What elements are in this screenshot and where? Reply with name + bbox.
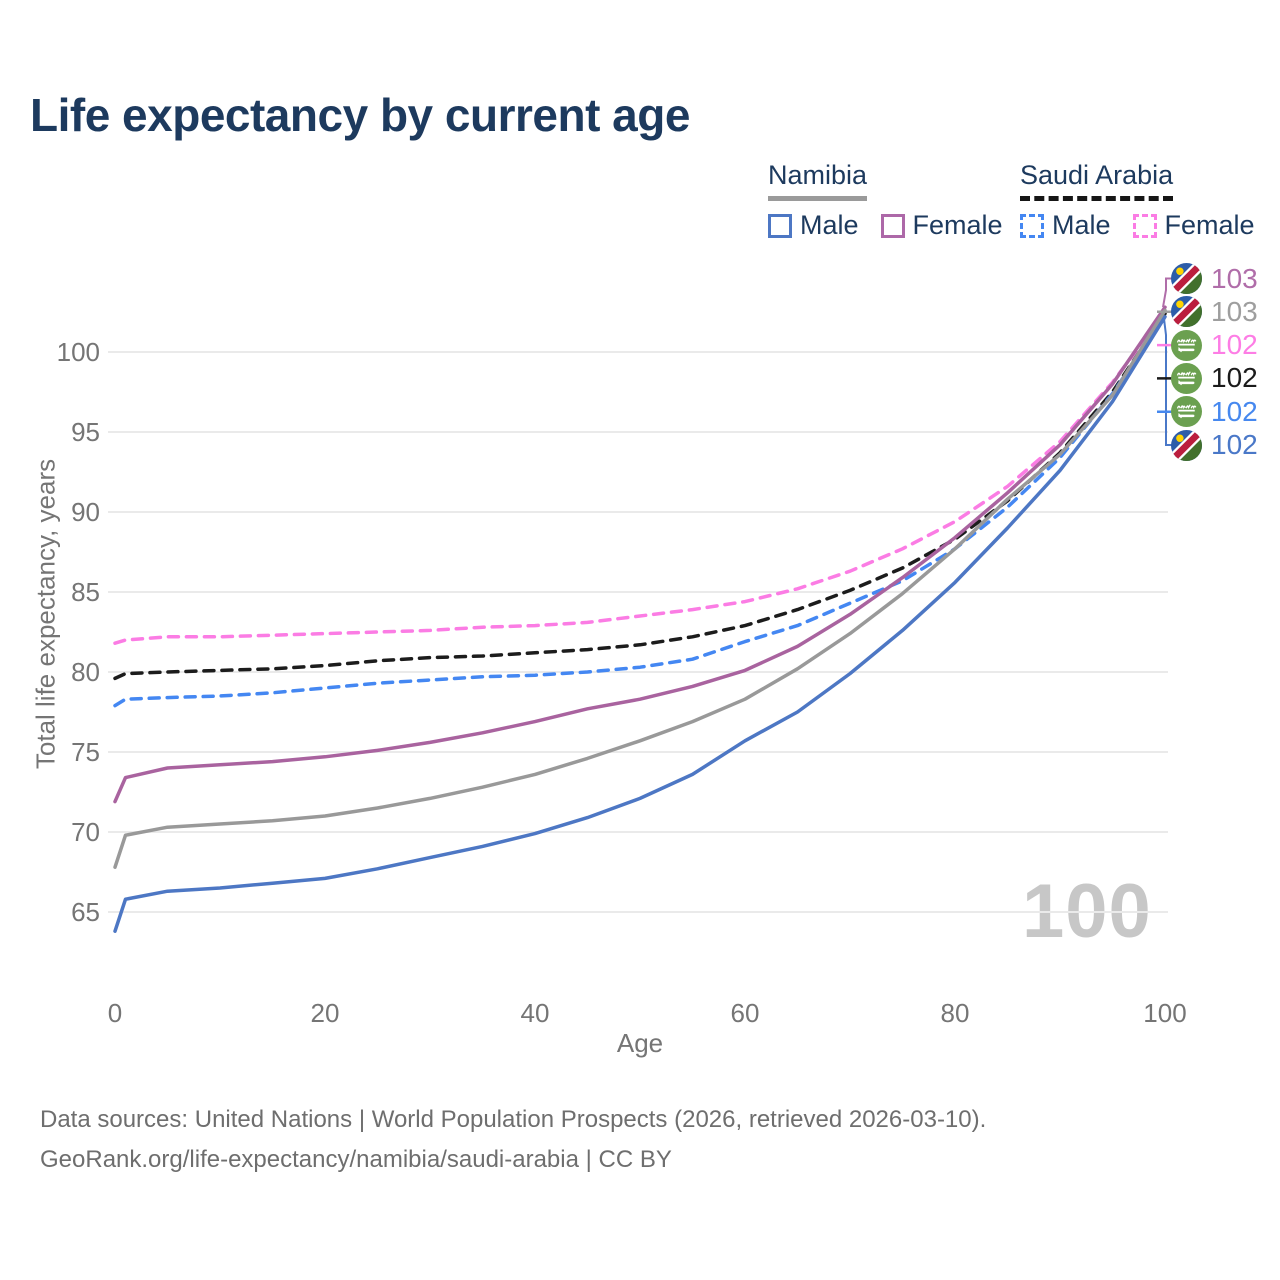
saudi-arabia-flag-icon [1171, 330, 1202, 361]
end-label-namibia-female: 103 [1171, 263, 1258, 295]
legend-group-saudi-arabia: Saudi Arabia Male Female [1020, 160, 1255, 241]
svg-text:65: 65 [71, 897, 100, 927]
end-value: 103 [1211, 295, 1258, 327]
legend-country-saudi-arabia: Saudi Arabia [1020, 160, 1174, 201]
legend-item-namibia-male[interactable]: Male [768, 210, 859, 241]
end-value: 102 [1211, 429, 1258, 460]
legend-group-namibia: Namibia Male Female [768, 160, 1003, 241]
end-label-namibia-overall: 103 [1171, 296, 1258, 328]
svg-text:100: 100 [57, 337, 100, 367]
end-value: 102 [1211, 329, 1258, 361]
legend-label: Male [800, 210, 859, 240]
footer-attribution-link[interactable]: GeoRank.org/life-expectancy/namibia/saud… [40, 1146, 672, 1173]
legend-label: Female [1164, 210, 1255, 240]
legend-item-saudi-male[interactable]: Male [1020, 210, 1111, 241]
page-title: Life expectancy by current age [30, 89, 690, 141]
namibia-male-swatch-icon [768, 213, 792, 238]
svg-text:100: 100 [1143, 998, 1186, 1028]
namibia-female-swatch-icon [880, 213, 905, 238]
namibia-flag-icon [1171, 296, 1202, 327]
legend-country-namibia: Namibia [768, 160, 868, 201]
end-label-saudi-overall: 102 [1171, 362, 1258, 394]
end-value: 103 [1211, 262, 1258, 294]
legend-item-saudi-female[interactable]: Female [1132, 210, 1255, 241]
saudi-female-swatch-icon [1132, 213, 1157, 238]
end-value: 102 [1211, 395, 1258, 427]
svg-text:0: 0 [108, 998, 122, 1028]
end-label-saudi-female: 102 [1171, 329, 1258, 361]
svg-text:60: 60 [731, 998, 760, 1028]
end-value: 102 [1211, 362, 1258, 394]
x-axis-title: Age [616, 1028, 664, 1058]
saudi-arabia-flag-icon [1171, 396, 1202, 427]
svg-text:80: 80 [941, 998, 970, 1028]
y-axis-title: Total life expectancy, years [30, 458, 61, 770]
svg-text:95: 95 [71, 417, 100, 447]
saudi-male-swatch-icon [1020, 213, 1044, 238]
legend-label: Female [912, 210, 1003, 240]
svg-text:85: 85 [71, 577, 100, 607]
namibia-flag-icon [1171, 430, 1202, 461]
footer-data-sources: Data sources: United Nations | World Pop… [40, 1106, 987, 1133]
svg-text:75: 75 [71, 737, 100, 767]
saudi-arabia-flag-icon [1171, 363, 1202, 394]
end-label-saudi-male: 102 [1171, 396, 1258, 428]
end-label-namibia-male: 102 [1171, 429, 1258, 461]
svg-text:90: 90 [71, 497, 100, 527]
namibia-flag-icon [1171, 263, 1202, 294]
svg-text:80: 80 [71, 657, 100, 687]
svg-text:20: 20 [311, 998, 340, 1028]
legend-item-namibia-female[interactable]: Female [880, 210, 1003, 241]
svg-text:70: 70 [71, 817, 100, 847]
legend-label: Male [1052, 210, 1111, 240]
svg-text:40: 40 [521, 998, 550, 1028]
